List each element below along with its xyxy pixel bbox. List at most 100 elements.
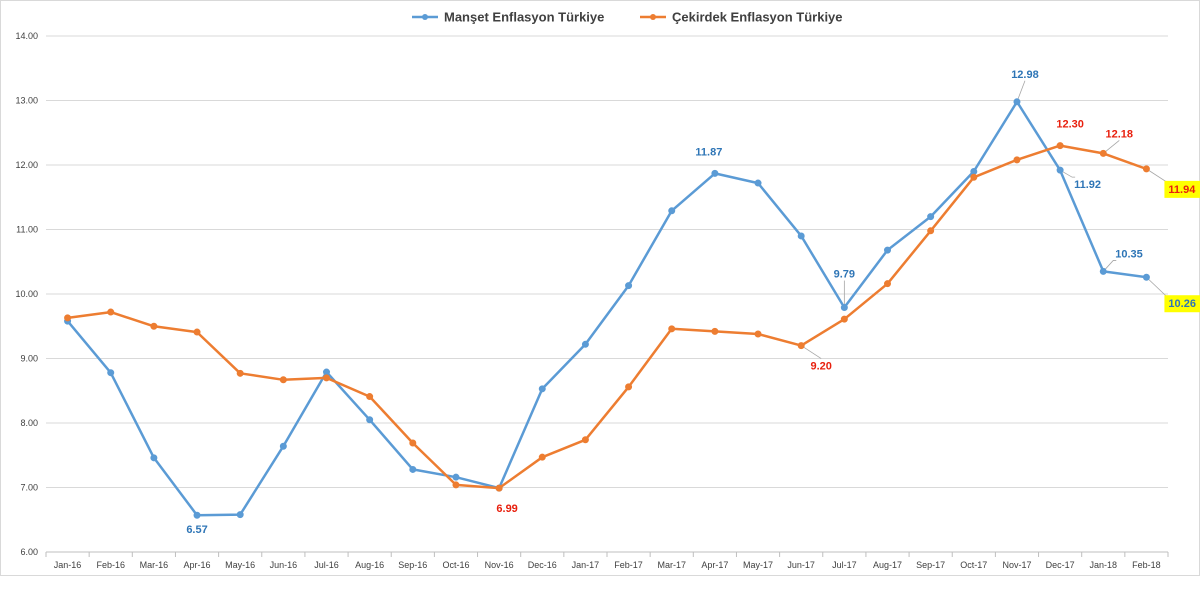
data-point bbox=[107, 308, 115, 316]
label-leader-line bbox=[1102, 260, 1117, 272]
data-point bbox=[754, 330, 762, 338]
y-tick-label: 10.00 bbox=[15, 289, 38, 299]
x-axis: Jan-16 Feb-16 Mar-16 Apr-16 May-16 Jun-16 Jul-… bbox=[45, 552, 1169, 570]
legend: Manşet Enflasyon Türkiye Çekirdek Enflasy… bbox=[412, 10, 843, 25]
x-tick-label: Apr-16 bbox=[184, 560, 211, 570]
data-point bbox=[927, 227, 935, 235]
data-point bbox=[884, 246, 891, 254]
data-point bbox=[409, 439, 417, 447]
data-point bbox=[625, 383, 633, 391]
data-point bbox=[538, 385, 546, 393]
gridlines bbox=[46, 35, 1168, 553]
data-label: 11.94 bbox=[1168, 184, 1196, 196]
y-tick-label: 11.00 bbox=[16, 225, 38, 235]
x-tick-label: Jan-18 bbox=[1090, 560, 1118, 570]
data-label: 12.30 bbox=[1056, 119, 1084, 131]
data-point bbox=[970, 173, 978, 181]
data-point bbox=[452, 473, 460, 481]
data-point bbox=[581, 436, 589, 444]
data-label: 6.57 bbox=[186, 524, 207, 536]
data-label: 11.92 bbox=[1074, 179, 1101, 191]
data-point bbox=[193, 511, 201, 519]
y-tick-label: 9.00 bbox=[20, 354, 38, 364]
data-point bbox=[625, 282, 633, 290]
data-point bbox=[754, 179, 762, 187]
x-tick-label: Jun-16 bbox=[270, 560, 298, 570]
x-tick-label: Dec-16 bbox=[528, 560, 557, 570]
data-label: 9.79 bbox=[834, 269, 855, 281]
label-highlight bbox=[1164, 295, 1200, 313]
data-label: 12.98 bbox=[1011, 69, 1039, 81]
data-label: 12.18 bbox=[1106, 128, 1134, 140]
series-line-0 bbox=[66, 100, 1148, 517]
data-point bbox=[323, 368, 330, 376]
data-point bbox=[927, 213, 935, 221]
x-tick-label: Nov-17 bbox=[1002, 560, 1031, 570]
x-tick-label: Oct-16 bbox=[442, 560, 469, 570]
data-point bbox=[107, 369, 115, 377]
data-point bbox=[409, 465, 417, 473]
x-tick-label: Nov-16 bbox=[485, 560, 514, 570]
x-tick-label: Jun-17 bbox=[787, 560, 815, 570]
data-point bbox=[1013, 98, 1021, 106]
data-point bbox=[366, 416, 374, 424]
x-tick-label: Aug-16 bbox=[355, 560, 384, 570]
label-leader-line bbox=[1016, 80, 1026, 102]
data-point bbox=[884, 280, 891, 288]
data-point bbox=[840, 315, 848, 323]
data-point bbox=[495, 484, 503, 492]
data-point bbox=[323, 374, 330, 382]
x-tick-label: Feb-18 bbox=[1132, 560, 1161, 570]
y-tick-label: 12.00 bbox=[15, 160, 38, 170]
data-point bbox=[797, 232, 805, 240]
legend-label: Manşet Enflasyon Türkiye bbox=[444, 10, 604, 25]
data-point bbox=[236, 369, 244, 377]
data-point bbox=[1142, 273, 1150, 281]
data-point bbox=[150, 454, 158, 462]
data-point bbox=[1013, 156, 1021, 164]
data-point bbox=[279, 376, 287, 384]
data-point bbox=[538, 453, 546, 461]
x-tick-label: May-17 bbox=[743, 560, 773, 570]
x-tick-label: Feb-16 bbox=[96, 560, 125, 570]
series-line-1 bbox=[66, 144, 1148, 490]
data-point bbox=[1056, 166, 1064, 174]
data-point bbox=[236, 511, 244, 519]
data-point bbox=[1099, 267, 1107, 275]
label-leader-line bbox=[800, 345, 822, 359]
data-point bbox=[279, 442, 287, 450]
x-tick-label: Jan-16 bbox=[54, 560, 82, 570]
legend-swatch-marker bbox=[422, 14, 428, 20]
label-leader-line bbox=[1059, 169, 1076, 178]
chart-border bbox=[0, 0, 1200, 576]
data-point bbox=[150, 322, 158, 330]
y-axis: 6.00 7.00 8.00 9.00 10.00 11.00 12.00 13.00 14.0… bbox=[15, 31, 38, 557]
data-point bbox=[970, 167, 978, 175]
x-tick-label: Mar-16 bbox=[140, 560, 169, 570]
data-labels: 6.57 11.87 9.79 12.98 11.92 10.35 10.26 6.99 9.2… bbox=[186, 69, 1200, 536]
data-point bbox=[366, 393, 374, 401]
data-point bbox=[711, 169, 719, 177]
data-point bbox=[1056, 142, 1064, 150]
data-point bbox=[64, 314, 72, 322]
y-tick-label: 8.00 bbox=[20, 418, 38, 428]
data-point bbox=[840, 304, 848, 312]
x-tick-label: Mar-17 bbox=[657, 560, 686, 570]
legend-label: Çekirdek Enflasyon Türkiye bbox=[672, 10, 843, 25]
data-point bbox=[668, 325, 676, 333]
data-point bbox=[452, 481, 460, 489]
series-lines bbox=[64, 98, 1150, 519]
y-tick-label: 6.00 bbox=[20, 547, 38, 557]
y-tick-label: 14.00 bbox=[15, 31, 38, 41]
x-tick-label: Dec-17 bbox=[1046, 560, 1075, 570]
data-point bbox=[711, 327, 719, 335]
x-tick-label: Apr-17 bbox=[701, 560, 728, 570]
data-point bbox=[797, 342, 805, 350]
data-point bbox=[1099, 149, 1107, 157]
data-label: 10.35 bbox=[1115, 248, 1143, 260]
label-highlight bbox=[1164, 180, 1200, 198]
x-tick-label: Sep-17 bbox=[916, 560, 945, 570]
x-tick-label: Jul-16 bbox=[314, 560, 339, 570]
